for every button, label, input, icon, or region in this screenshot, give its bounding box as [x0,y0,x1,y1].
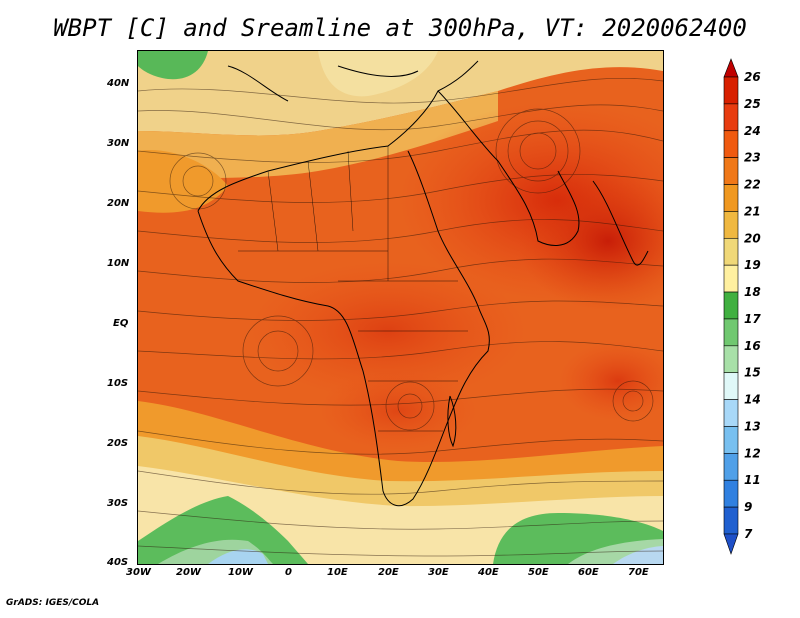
y-tick-10s: 10S [107,378,129,389]
colorbar-swatch [723,479,739,508]
y-tick-30n: 30N [107,138,130,149]
country-borders [238,146,468,432]
x-tick-40e: 40E [478,567,499,578]
colorbar-swatch [723,318,739,347]
y-tick-40n: 40N [107,78,130,89]
x-tick-10e: 10E [327,567,348,578]
y-tick-20s: 20S [107,438,129,449]
colorbar-swatch [723,506,739,535]
colorbar-swatch [723,399,739,427]
x-tick-10w: 10W [228,567,253,578]
southwest-blue [208,549,268,564]
north-band-19 [138,51,663,136]
colorbar-label: 11 [744,473,761,487]
colorbar-label: 23 [744,151,761,165]
colorbar-label: 20 [744,231,761,245]
colorbar-label: 18 [744,285,761,299]
x-tick-60e: 60E [578,567,599,578]
southeast-blue [613,546,663,564]
colorbar-label: 21 [744,204,761,218]
colorbar-label: 26 [744,70,761,84]
colorbar-label: 19 [744,258,761,272]
colorbar-swatch [723,184,739,212]
north-green-patch [138,51,208,80]
colorbar-label: 9 [744,500,752,514]
east-maximum [558,341,663,421]
colorbar-label: 15 [744,366,761,380]
colorbar-bottom-arrow [723,533,739,555]
colorbar-swatch [723,264,739,293]
colorbar-swatch [723,372,739,400]
colorbar-swatch [723,426,739,454]
colorbar-swatch [723,453,739,481]
wbpt-field-map [138,51,663,564]
x-tick-20e: 20E [378,567,399,578]
coastlines [197,60,649,507]
colorbar-swatch [723,237,739,266]
y-tick-eq: EQ [113,318,129,329]
ne-core [518,171,663,311]
colorbar-label: 12 [744,446,761,460]
map-title: WBPT [C] and Sreamline at 300hPa, VT: 20… [53,14,747,42]
colorbar-swatch [723,211,739,239]
north-band-21 [138,91,498,181]
x-tick-30w: 30W [126,567,151,578]
grads-credit: GrADS: IGES/COLA [6,598,100,608]
y-tick-10n: 10N [107,258,130,269]
colorbar-swatch [723,103,739,132]
colorbar-label: 13 [744,419,761,433]
y-tick-20n: 20N [107,198,130,209]
map-panel [137,50,664,565]
x-tick-70e: 70E [628,567,649,578]
colorbar-swatch [723,157,739,185]
colorbar-label: 17 [744,312,761,326]
colorbar-label: 25 [744,97,761,111]
colorbar-label: 14 [744,393,761,407]
southwest-green [138,496,308,564]
colorbar-label: 24 [744,124,761,138]
x-tick-50e: 50E [528,567,549,578]
x-tick-30e: 30E [428,567,449,578]
y-tick-40s: 40S [107,557,129,568]
colorbar-top-arrow [723,58,739,78]
y-tick-30s: 30S [107,498,129,509]
north-pale-patch [318,51,438,97]
colorbar-swatch [723,345,739,374]
streamlines [138,77,663,557]
x-tick-0: 0 [285,567,292,578]
colorbar-swatch [723,130,739,158]
x-tick-20w: 20W [176,567,201,578]
colorbar-swatch [723,291,739,320]
colorbar-label: 16 [744,339,761,353]
colorbar-label: 7 [744,527,753,541]
colorbar-swatch [723,76,739,105]
colorbar-label: 22 [744,178,761,192]
